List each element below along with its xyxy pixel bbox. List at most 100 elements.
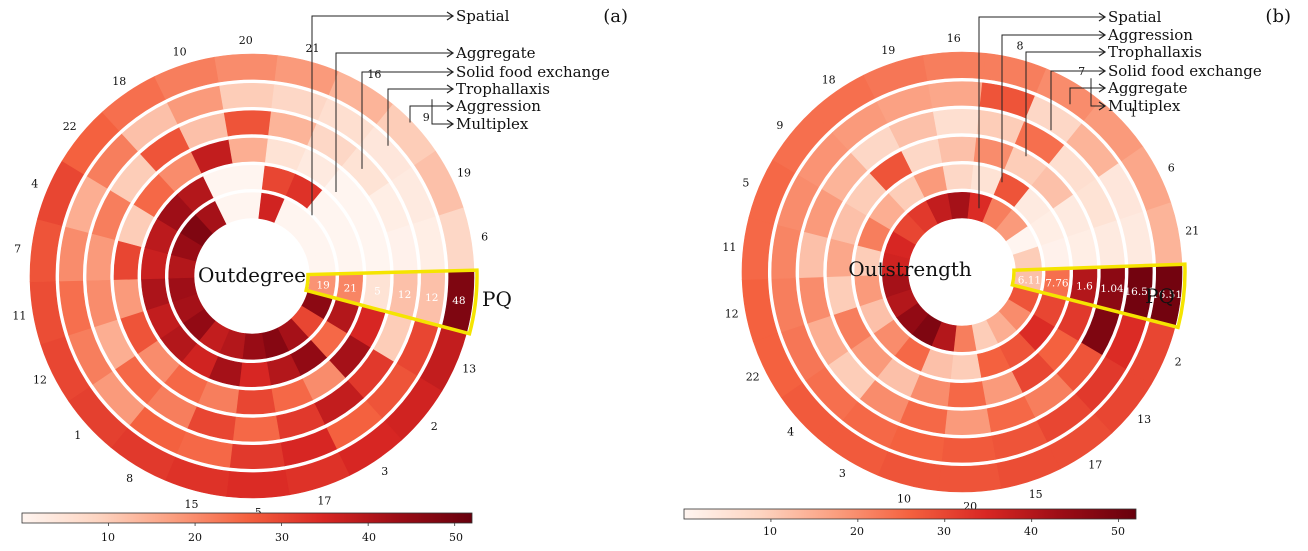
node-label: 13 <box>462 362 476 375</box>
heatmap-cell <box>941 435 996 463</box>
heatmap-cell <box>228 137 269 164</box>
leader-arrow <box>446 48 455 58</box>
cell-value-label: 12 <box>398 289 411 301</box>
node-label: 21 <box>1185 225 1199 238</box>
node-label: 2 <box>1175 356 1182 369</box>
leader-arrow <box>446 67 455 77</box>
heatmap-cell <box>826 275 857 315</box>
heatmap-cell <box>412 216 445 272</box>
node-label: 11 <box>722 241 736 254</box>
node-label: 16 <box>367 68 381 81</box>
leader-line <box>1001 34 1104 183</box>
node-label: 8 <box>1017 39 1024 52</box>
colorbar <box>683 508 1137 520</box>
node-label: 18 <box>822 74 836 87</box>
leader-line <box>361 71 452 169</box>
heatmap-cell <box>799 276 831 324</box>
node-label: 9 <box>776 119 783 132</box>
heatmap-cell <box>950 354 982 380</box>
node-label: 22 <box>746 371 760 384</box>
panel-letter: (b) <box>1265 6 1291 27</box>
cell-value-label: 7.76 <box>1045 277 1069 289</box>
heatmap-cell <box>235 388 276 415</box>
colorbar-tick: 10 <box>101 531 115 544</box>
layer-label-1: Spatial <box>456 7 510 25</box>
node-label: 15 <box>1029 488 1043 501</box>
layer-label-3: Trophallaxis <box>1108 43 1202 61</box>
heatmap-cell <box>741 217 775 280</box>
heatmap-cell <box>771 277 805 333</box>
node-label: 19 <box>457 166 471 179</box>
leader-arrow <box>1098 83 1107 93</box>
leader-line <box>978 16 1104 209</box>
heatmap-cell <box>942 164 974 190</box>
heatmap-cell <box>113 240 142 280</box>
center-title: Outstrength <box>848 257 972 281</box>
leader-arrow <box>446 11 455 21</box>
node-label: 8 <box>126 472 133 485</box>
node-label: 20 <box>239 34 253 47</box>
node-label: 1 <box>74 429 81 442</box>
layer-label-1: Spatial <box>1108 8 1162 26</box>
colorbar-tick: 20 <box>188 531 202 544</box>
leader-arrow <box>1098 66 1107 76</box>
layer-label-5: Aggregate <box>1107 79 1188 97</box>
node-label: 19 <box>881 44 895 57</box>
node-label: 22 <box>63 120 77 133</box>
node-label: 9 <box>423 111 430 124</box>
node-label: 7 <box>14 243 21 256</box>
colorbar-tick: 40 <box>362 531 376 544</box>
layer-label-3: Solid food exchange <box>456 63 610 81</box>
leader-line <box>409 105 452 123</box>
panel-outstrength: 6.11 7.76 1.6 1.04 16.51 16.51 (b) Outstrengt… <box>654 0 1308 547</box>
heatmap-cell <box>386 224 418 273</box>
highlight-label: PQ <box>482 287 512 311</box>
center-title: Outdegree <box>198 263 306 287</box>
cell-value-label: 5 <box>374 286 381 298</box>
radial-heatmap-outdegree: 19 2 1 5 12 12 48 (a) Outdegree PQ Spatial Agg… <box>12 6 628 544</box>
leader-line <box>1050 70 1104 131</box>
colorbar <box>21 512 473 524</box>
highlight-outline <box>303 268 479 336</box>
colorbar-tick: 50 <box>1111 525 1125 538</box>
node-label: 12 <box>725 307 739 320</box>
leader-arrow <box>1098 30 1107 40</box>
heatmap-cell <box>219 83 275 110</box>
heatmap-cell <box>223 110 272 137</box>
node-label: 3 <box>839 467 846 480</box>
heatmap-cell <box>237 192 263 220</box>
cell-value-label: 48 <box>452 295 465 307</box>
heatmap-cell <box>799 231 828 278</box>
leader-line <box>431 99 452 125</box>
heatmap-cell <box>1119 211 1153 267</box>
heatmap-cell <box>113 278 144 319</box>
node-label: 11 <box>12 310 26 323</box>
heatmap-cell <box>238 361 271 387</box>
leader-arrow <box>1098 12 1107 22</box>
colorbar-tick: 10 <box>763 525 777 538</box>
layer-label-5: Aggression <box>455 97 541 115</box>
panel-letter: (a) <box>603 6 628 27</box>
highlight-label: PQ <box>1145 284 1175 308</box>
colorbar-ticks: 10 20 30 40 50 <box>101 531 463 544</box>
layer-label-4: Solid food exchange <box>1108 62 1262 80</box>
heatmap-cell <box>944 408 992 435</box>
leader-arrow <box>1098 101 1107 111</box>
heatmap-cell <box>59 226 89 282</box>
node-label: 6 <box>1168 161 1175 174</box>
leader-line <box>1069 87 1104 105</box>
node-label: 4 <box>787 425 794 438</box>
heatmap-cell <box>29 218 63 283</box>
heatmap-cell <box>86 279 118 328</box>
heatmap-cell <box>932 109 980 136</box>
node-label: 2 <box>431 420 438 433</box>
node-label: 12 <box>33 374 47 387</box>
heatmap-cell <box>947 381 987 408</box>
heatmap-cell <box>241 332 267 360</box>
layer-label-2: Aggregate <box>455 44 536 62</box>
leader-line <box>387 88 452 146</box>
colorbar-tick: 50 <box>449 531 463 544</box>
leader-arrow <box>446 119 455 129</box>
leader-line <box>311 15 452 216</box>
